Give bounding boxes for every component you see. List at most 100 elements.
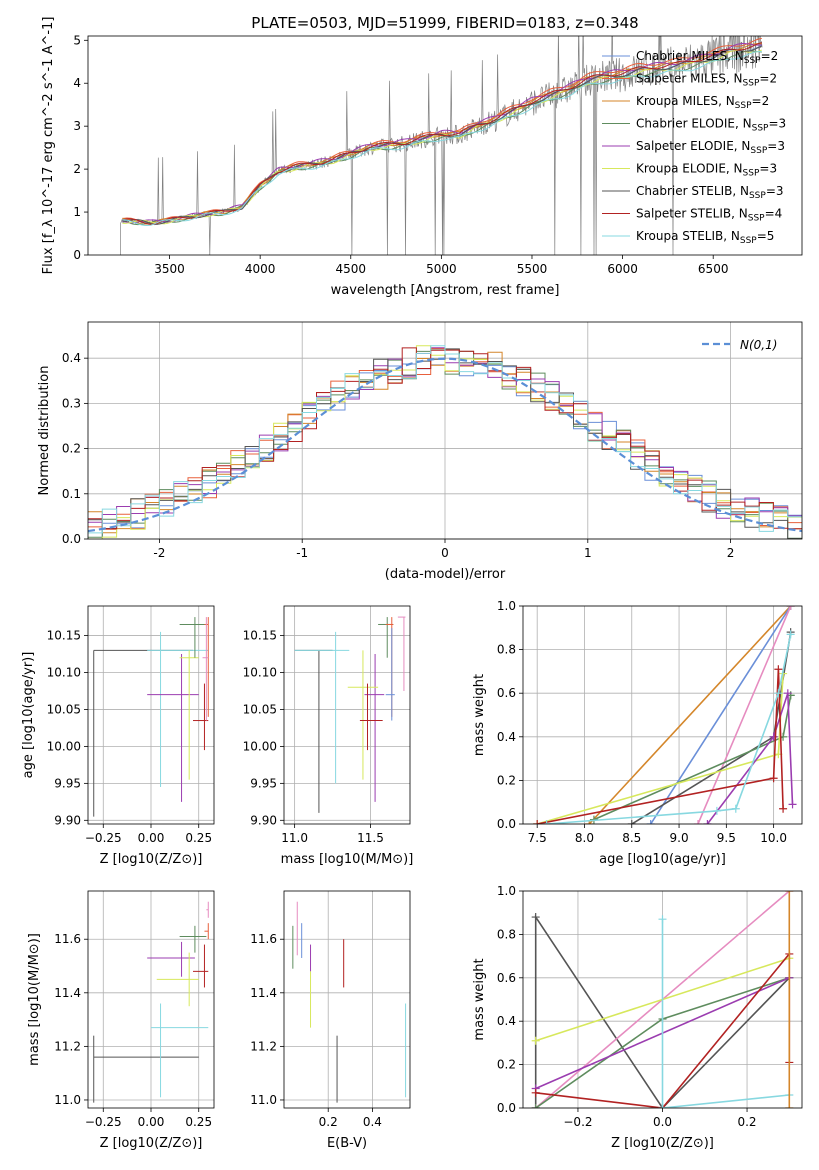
- figure-title: PLATE=0503, MJD=51999, FIBERID=0183, z=0…: [251, 14, 638, 32]
- x-tick-label: 0.2: [319, 1115, 338, 1129]
- weight-point-marker: [627, 820, 636, 824]
- weight-point-marker: [785, 891, 794, 895]
- y-tick-label: 10.05: [243, 702, 277, 716]
- weight-point-marker: [769, 774, 778, 783]
- y-tick-label: 9.95: [250, 776, 277, 790]
- y-tick-label: 11.0: [54, 1093, 81, 1107]
- x-tick-label: -1: [296, 546, 308, 560]
- axes-frame: [522, 605, 803, 825]
- y-tick-label: 0.2: [497, 773, 516, 787]
- y-tick-label: 0.1: [62, 487, 81, 501]
- x-tick-label: 4000: [245, 262, 276, 276]
- y-tick-label: 0.4: [62, 351, 81, 365]
- y-tick-label: 3: [73, 119, 81, 133]
- x-tick-label: 6500: [698, 262, 729, 276]
- weight-point-marker: [785, 1104, 794, 1108]
- axes-frame: [87, 605, 215, 825]
- weight-point-marker: [769, 732, 778, 741]
- weight-series-line: [697, 606, 792, 824]
- legend-entry-label: Kroupa ELODIE, NSSP=3: [636, 162, 777, 179]
- y-tick-label: 11.0: [250, 1093, 277, 1107]
- x-tick-label: 11.0: [281, 831, 308, 845]
- weight-point-marker: [786, 606, 795, 610]
- axes-frame: [87, 35, 803, 256]
- mass-vs-extinction-panel: 0.2 0.4 11.0 11.2 11.4 11.6 E(B-V): [250, 890, 411, 1151]
- weight-point-marker: [658, 1104, 667, 1108]
- residuals-panel: -2 -1 0 1 2 0.0 0.1 0.2 0.3 0.4 (data-model)/error…: [37, 321, 803, 582]
- weight-point-marker: [731, 804, 740, 813]
- y-tick-label: 11.6: [250, 932, 277, 946]
- mass-vs-metallicity-panel: −0.25 0.00 0.25 11.0 11.2 11.4 11.6 Z [log10(Z/…: [27, 890, 215, 1151]
- y-tick-label: 0.6: [497, 971, 516, 985]
- x-axis-label: age [log10(age/yr)]: [599, 852, 726, 867]
- plot-area: [93, 901, 209, 1103]
- x-tick-label: 0.0: [653, 1115, 672, 1129]
- axes-frame: [87, 890, 215, 1109]
- y-tick-label: 9.90: [250, 813, 277, 827]
- y-axis-label: mass weight: [472, 674, 487, 756]
- y-tick-label: 11.2: [54, 1039, 81, 1053]
- x-axis-label: (data-model)/error: [385, 567, 506, 582]
- x-tick-label: −0.25: [85, 831, 122, 845]
- x-tick-label: 10.0: [760, 831, 787, 845]
- plot-area: [531, 891, 794, 1108]
- x-axis-label: Z [log10(Z/Z⊙)]: [100, 852, 203, 867]
- residual-histogram: [88, 345, 802, 539]
- x-tick-label: 8.0: [575, 831, 594, 845]
- weight-point-marker: [542, 820, 551, 824]
- y-tick-label: 0: [73, 248, 81, 262]
- weight-point-marker: [658, 915, 667, 924]
- weight-point-marker: [786, 630, 795, 639]
- weight-point-marker: [646, 820, 655, 824]
- x-axis-label: wavelength [Angstrom, rest frame]: [331, 283, 560, 298]
- weight-vs-age-panel: 7.5 8.0 8.5 9.0 9.5 10.0 0.0 0.2 0.4 0.6 0.8 1.0 age…: [472, 599, 803, 867]
- weight-series-line: [593, 695, 792, 821]
- x-axis-label: Z [log10(Z/Z⊙)]: [100, 1136, 203, 1151]
- legend-entry-label: N(0,1): [740, 338, 777, 352]
- model-line: [122, 42, 762, 226]
- plot-area: [294, 616, 406, 813]
- y-axis-label: mass weight: [472, 958, 487, 1040]
- x-tick-label: −0.2: [563, 1115, 592, 1129]
- weight-series-line: [537, 669, 784, 824]
- age-vs-metallicity-panel: −0.25 0.00 0.25 9.90 9.95 10.00 10.05 10.10 10.1…: [21, 605, 215, 867]
- x-axis-label: Z [log10(Z/Z⊙)]: [611, 1136, 714, 1151]
- weight-point-marker: [693, 820, 702, 824]
- model-line: [122, 50, 762, 227]
- weight-series-line: [534, 914, 790, 1108]
- y-tick-label: 2: [73, 162, 81, 176]
- age-vs-mass-panel: 11.0 11.5 9.90 9.95 10.00 10.05 10.10 10.15 mass…: [243, 605, 413, 867]
- weight-point-marker: [774, 689, 783, 698]
- x-tick-label: 0.4: [363, 1115, 382, 1129]
- axes-frame: [283, 890, 411, 1109]
- axes-frame: [522, 890, 803, 1109]
- plot-area: [88, 345, 802, 539]
- y-tick-label: 10.10: [47, 666, 81, 680]
- weight-point-marker: [788, 800, 797, 809]
- plot-area: [120, 36, 763, 255]
- weight-series-line: [588, 606, 792, 824]
- legend-entry-label: Chabrier STELIB, NSSP=3: [636, 184, 784, 201]
- weight-point-marker: [783, 689, 792, 698]
- axes-frame: [283, 605, 411, 825]
- x-tick-label: 11.5: [357, 831, 384, 845]
- y-tick-label: 11.6: [54, 932, 81, 946]
- x-tick-label: 5000: [426, 262, 457, 276]
- y-tick-label: 11.4: [250, 986, 277, 1000]
- y-tick-label: 10.15: [243, 629, 277, 643]
- spectrum-panel: 3500 4000 4500 5000 5500 6000 6500 0 1 2 3 4 5 wavele…: [41, 17, 803, 298]
- y-tick-label: 0.0: [497, 817, 516, 831]
- y-tick-label: 10.10: [243, 666, 277, 680]
- weight-series-line: [536, 673, 784, 824]
- weight-point-marker: [531, 1104, 540, 1108]
- y-tick-label: 1: [73, 205, 81, 219]
- y-tick-label: 0.2: [497, 1058, 516, 1072]
- legend-entry-label: Kroupa MILES, NSSP=2: [636, 94, 769, 111]
- model-line: [122, 50, 762, 226]
- x-tick-label: 4500: [335, 262, 366, 276]
- y-tick-label: 0.2: [62, 442, 81, 456]
- normal-curve: [88, 357, 802, 533]
- y-tick-label: 0.6: [497, 686, 516, 700]
- x-tick-label: 0.2: [737, 1115, 756, 1129]
- residual-histogram: [88, 345, 802, 534]
